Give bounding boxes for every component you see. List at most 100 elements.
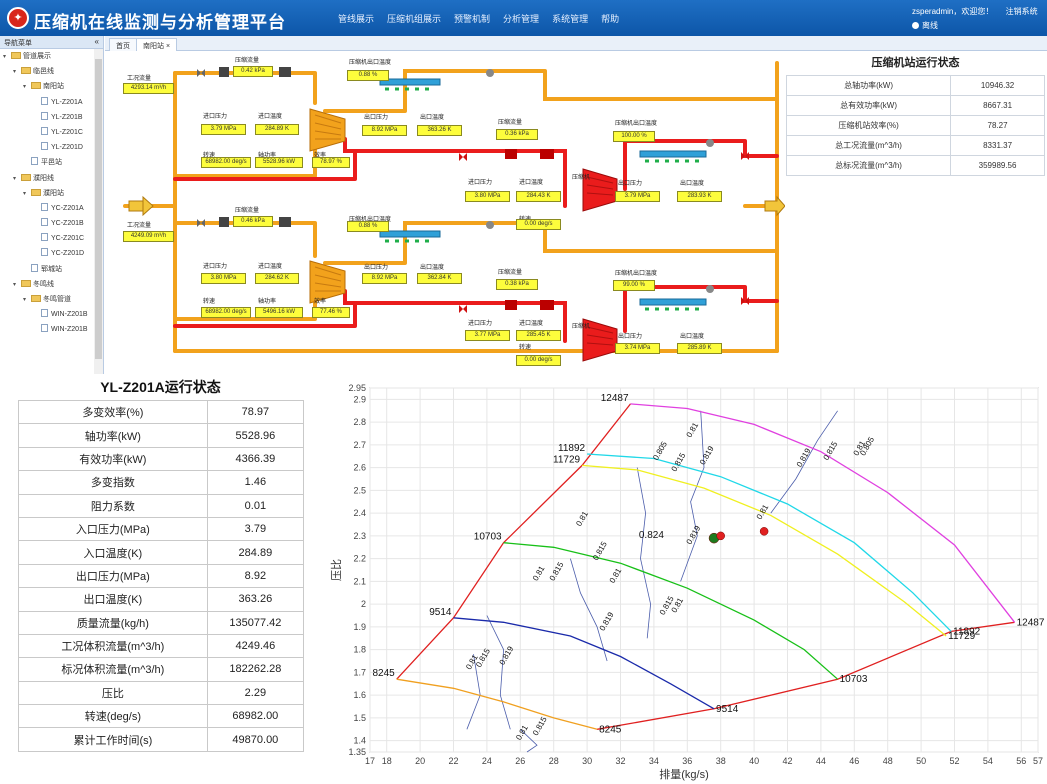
tree-item[interactable]: YC-Z201C <box>0 231 103 246</box>
tree-item[interactable]: ▾ 管道展示 <box>0 49 103 64</box>
tree-item[interactable]: 平邑站 <box>0 155 103 170</box>
y-tick-label: 2.3 <box>353 531 366 541</box>
tree-item[interactable]: ▾ 南阳站 <box>0 79 103 94</box>
x-tick-label: 34 <box>649 756 659 766</box>
tree-item[interactable]: ▾ 临邑线 <box>0 64 103 79</box>
expand-arrow-icon[interactable]: ▾ <box>3 54 7 60</box>
y-tick-label: 2 <box>361 599 366 609</box>
x-tick-label: 30 <box>582 756 592 766</box>
nav-item-compressor[interactable]: 压缩机组展示 <box>387 14 442 24</box>
diagram-label: 转速 <box>203 153 216 159</box>
diagram-value-box: 4293.14 m³/h <box>123 83 174 94</box>
tree-item[interactable]: ▾ 濮阳线 <box>0 171 103 186</box>
tree-item[interactable]: WIN-Z201B <box>0 307 103 322</box>
diagram-label: 压缩流量 <box>498 120 523 126</box>
diagram-label: 工况流量 <box>127 223 152 229</box>
tree-item-label: YC-Z201B <box>51 220 84 228</box>
nav-item-pipeline[interactable]: 管线展示 <box>338 14 375 24</box>
diagram-label: 出口压力 <box>618 334 643 340</box>
inlet-arrow-icon <box>128 195 154 217</box>
tab-home[interactable]: 首页 <box>109 38 137 51</box>
scrollbar-thumb[interactable] <box>95 59 102 359</box>
diagram-label: 压缩机出口温度 <box>615 271 658 277</box>
tab-nanyang-station[interactable]: 南阳站 × <box>136 38 178 51</box>
tree-item[interactable]: YL-Z201B <box>0 110 103 125</box>
diagram-value-box: 285.89 K <box>677 343 722 354</box>
x-tick-label: 17 <box>365 756 375 766</box>
diagram-value-box: 284.89 K <box>255 124 299 135</box>
diagram-value-box: 363.26 K <box>417 125 462 136</box>
process-diagram-svg <box>123 61 786 362</box>
tree-item-label: 郓城站 <box>41 265 62 273</box>
tree-item[interactable]: 郓城站 <box>0 262 103 277</box>
tab-bar: 首页 南阳站 × <box>105 36 1047 51</box>
expand-arrow-icon[interactable]: ▾ <box>23 297 27 303</box>
tree-item-label: 冬鸣线 <box>33 280 54 288</box>
expand-arrow-icon[interactable]: ▾ <box>13 175 17 182</box>
compressor-status-row: 转速(deg/s) 68982.00 <box>18 704 305 729</box>
tree-item[interactable]: YC-Z201D <box>0 246 103 261</box>
x-tick-label: 56 <box>1016 756 1026 766</box>
efficiency-contour <box>636 467 652 639</box>
expand-arrow-icon[interactable]: ▾ <box>13 281 17 288</box>
speed-label-end: 11892 <box>953 626 981 637</box>
diagram-value-box: 3.74 MPa <box>615 343 660 354</box>
compressor-status-row: 工况体积流量(m^3/h) 4249.46 <box>18 633 305 659</box>
row-value: 4366.39 <box>206 446 305 472</box>
compressor-status-row: 出口压力(MPa) 8.92 <box>18 563 305 589</box>
tree-item[interactable]: YC-Z201A <box>0 201 103 216</box>
file-icon <box>41 309 48 318</box>
collapse-icon[interactable]: « <box>94 37 99 46</box>
y-tick-label: 1.5 <box>353 713 366 723</box>
tree-item[interactable]: ▾ 濮阳站 <box>0 186 103 201</box>
expand-arrow-icon[interactable]: ▾ <box>13 69 17 76</box>
compressor-status-row: 质量流量(kg/h) 135077.42 <box>18 610 305 635</box>
speed-label-start: 8245 <box>372 668 395 679</box>
y-tick-label: 2.95 <box>348 383 366 393</box>
nav-item-system[interactable]: 系统管理 <box>552 14 589 24</box>
user-box: zsperadmin，欢迎您！ 注销系统 <box>912 6 1038 17</box>
expand-arrow-icon[interactable]: ▾ <box>23 84 27 91</box>
outlet-arrow-icon <box>764 195 786 217</box>
row-label: 总工况流量(m^3/h) <box>785 135 952 156</box>
nav-item-warning[interactable]: 预警机制 <box>454 14 491 24</box>
tree-item[interactable]: YL-Z201D <box>0 140 103 155</box>
speed-label-start: 12487 <box>601 393 629 404</box>
station-status-title: 压缩机站运行状态 <box>871 57 960 69</box>
y-tick-label: 1.35 <box>348 747 366 757</box>
expand-arrow-icon[interactable]: ▾ <box>23 190 27 197</box>
folder-icon <box>21 279 31 287</box>
row-label: 出口温度(K) <box>18 587 208 612</box>
diagram-value-box: 3.77 MPa <box>465 330 510 341</box>
speed-label-end: 12487 <box>1017 617 1045 628</box>
tree-item[interactable]: YL-Z201A <box>0 95 103 110</box>
compressor-2a-icon[interactable] <box>309 260 346 304</box>
nav-item-analysis[interactable]: 分析管理 <box>503 14 540 24</box>
x-tick-label: 57 <box>1033 756 1043 766</box>
user-status: 离线 <box>912 20 938 31</box>
x-tick-label: 38 <box>716 756 726 766</box>
valve-icon[interactable] <box>197 69 749 313</box>
sidebar-scrollbar[interactable] <box>94 49 103 374</box>
tree-item[interactable]: ▾ 冬鸣管道 <box>0 292 103 307</box>
tree-item[interactable]: WIN-Z201B <box>0 322 103 337</box>
row-value: 5528.96 <box>206 423 305 448</box>
compressor-1b-icon[interactable] <box>582 168 618 212</box>
station-status-row: 压缩机站效率(%) 78.27 <box>785 115 1045 136</box>
x-tick-label: 24 <box>482 756 492 766</box>
diagram-label: 出口温度 <box>420 265 445 271</box>
logout-link[interactable]: 注销系统 <box>1005 7 1038 16</box>
compressor-1a-icon[interactable] <box>309 108 346 152</box>
tree-item[interactable]: YC-Z201B <box>0 216 103 231</box>
tree-item-label: YL-Z201A <box>51 98 83 106</box>
diagram-label: 工况流量 <box>127 76 152 82</box>
nav-item-help[interactable]: 帮助 <box>601 14 620 24</box>
tree-item[interactable]: YL-Z201C <box>0 125 103 140</box>
tree-item[interactable]: ▾ 冬鸣线 <box>0 277 103 292</box>
diagram-label: 出口压力 <box>618 181 643 187</box>
compressor-status-table: 多变效率(%) 78.97 轴功率(kW) 5528.96 有效功率(kW) 4366.3… <box>18 399 305 752</box>
tree-item-label: 濮阳线 <box>33 174 54 182</box>
diagram-label: 进口温度 <box>519 180 544 186</box>
row-value: 2.29 <box>206 680 305 706</box>
diagram-value-box: 8.92 MPa <box>362 273 407 284</box>
